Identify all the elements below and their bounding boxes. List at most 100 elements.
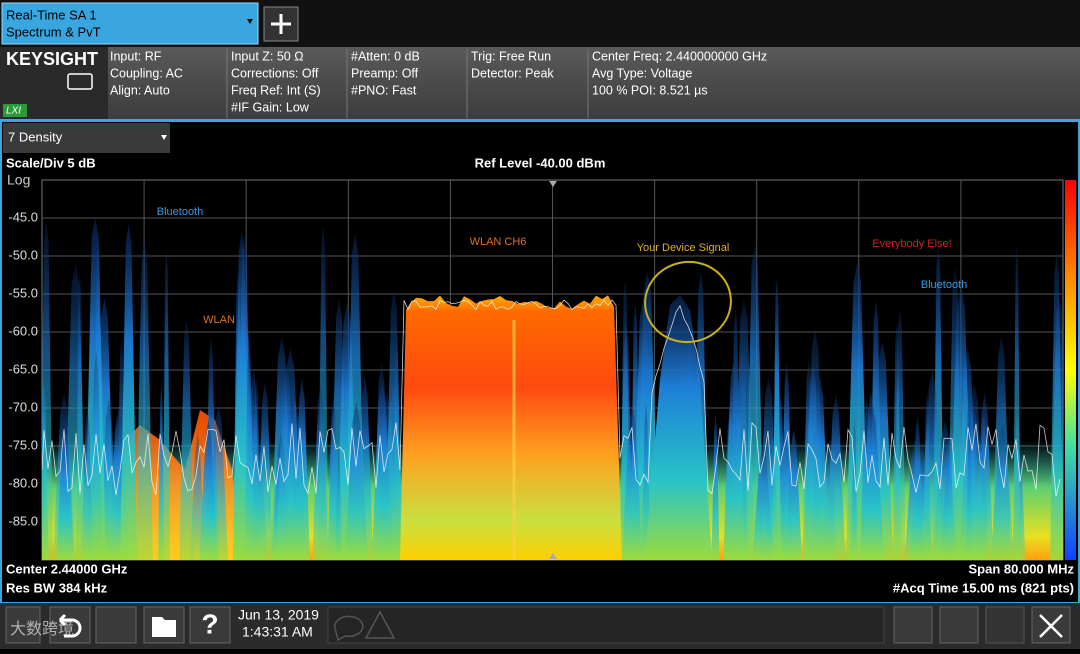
- signal-spike: [851, 416, 858, 560]
- setting: Input: RF: [110, 49, 162, 63]
- tab[interactable]: [1, 2, 259, 45]
- signal-spike: [56, 422, 74, 560]
- setting: #PNO: Fast: [351, 83, 417, 97]
- signal-spike: [826, 394, 846, 560]
- lxi-text: LXI: [6, 106, 21, 117]
- redo-button[interactable]: [95, 606, 137, 644]
- setting: Corrections: Off: [231, 66, 319, 80]
- device-signal: [645, 295, 712, 560]
- annotation: Everybody Else!: [872, 238, 951, 250]
- message-icons: [334, 610, 396, 642]
- trace: [42, 299, 1061, 497]
- signal-spike: [244, 343, 254, 560]
- scale-type: Log: [7, 172, 30, 188]
- setting: Freq Ref: Int (S): [231, 83, 321, 97]
- y-tick-label: -85.0: [8, 513, 38, 528]
- y-tick-label: -80.0: [8, 475, 38, 490]
- tab-subtitle: Spectrum & PvT: [6, 24, 101, 39]
- signal-spike: [711, 412, 720, 560]
- signal-spike: [199, 419, 218, 560]
- res-bw: Res BW 384 kHz: [6, 580, 108, 595]
- setting: Input Z: 50 Ω: [231, 49, 304, 63]
- help-icon: ?: [201, 608, 218, 639]
- annotation: Bluetooth: [921, 279, 967, 291]
- settings: Input: RF Coupling: AC Align: Auto Input Z:…: [110, 49, 767, 118]
- annotation: WLAN CH6: [470, 236, 527, 248]
- view-dropdown[interactable]: [3, 123, 170, 153]
- wlan-ch6: [400, 295, 622, 560]
- color-bar: [1065, 180, 1076, 560]
- setting: #IF Gain: Low: [231, 100, 310, 114]
- message-area: [327, 606, 885, 644]
- highlight-circle: [644, 260, 732, 344]
- info-bar: [0, 47, 1080, 120]
- signal-spike: [622, 403, 643, 560]
- view-label: 7 Density: [8, 129, 63, 144]
- spectrum: [42, 217, 1063, 560]
- signal-spike: [392, 335, 401, 560]
- signal-spike: [371, 382, 394, 560]
- annotation: Your Device Signal: [637, 242, 730, 254]
- setting: Align: Auto: [110, 83, 170, 97]
- signal-spike: [233, 231, 250, 560]
- signal-spike: [276, 363, 297, 560]
- signal-spike: [135, 241, 153, 560]
- annotations: Bluetooth WLAN CH6 Your Device Signal Every…: [157, 206, 967, 326]
- signal-spike: [344, 402, 368, 560]
- tab-arrow: [247, 19, 253, 24]
- signal-spike: [810, 376, 830, 560]
- signal-spike: [990, 423, 1015, 560]
- signal-spike: [335, 444, 343, 560]
- signal-spike: [752, 441, 774, 560]
- signal-spike: [723, 356, 746, 560]
- touch-button[interactable]: [939, 606, 979, 644]
- signal-spike: [256, 381, 274, 560]
- windows-button[interactable]: [5, 606, 41, 644]
- signal-spike: [785, 427, 802, 560]
- setting: Avg Type: Voltage: [592, 66, 692, 80]
- signal-spike: [312, 384, 329, 560]
- display-icon[interactable]: [67, 73, 93, 90]
- setting: Preamp: Off: [351, 66, 419, 80]
- layout-button[interactable]: [893, 606, 933, 644]
- signal-spike: [158, 380, 165, 560]
- brand: KEYSIGHT: [6, 49, 98, 69]
- signal-spike: [862, 391, 880, 560]
- center-freq: Center 2.44000 GHz: [6, 561, 128, 576]
- multi-window-button[interactable]: [985, 606, 1025, 644]
- signal-spike: [894, 307, 906, 560]
- dropdown-arrow: [161, 135, 167, 140]
- signal-spike: [959, 390, 983, 560]
- help-button[interactable]: [189, 606, 231, 644]
- signal-spike: [76, 271, 84, 560]
- watermark: 大数跨境: [10, 619, 74, 638]
- setting: 100 % POI: 8.521 µs: [592, 83, 708, 97]
- signal-spike: [1013, 245, 1021, 560]
- signal-spike: [802, 360, 816, 560]
- y-tick-label: -70.0: [8, 399, 38, 414]
- plus-icon: [271, 14, 291, 34]
- setting: #Atten: 0 dB: [351, 49, 420, 63]
- setting: Detector: Peak: [471, 66, 554, 80]
- setting: Trig: Free Run: [471, 49, 551, 63]
- signal-spike: [162, 249, 171, 560]
- signal-spike: [1049, 252, 1063, 560]
- scale-div: Scale/Div 5 dB: [6, 155, 96, 170]
- y-tick-label: -50.0: [8, 247, 38, 262]
- time: 1:43:31 AM: [242, 624, 313, 640]
- y-tick-label: -60.0: [8, 323, 38, 338]
- annotation: Bluetooth: [157, 206, 203, 218]
- annotation: WLAN: [203, 314, 235, 326]
- span: Span 80.000 MHz: [969, 561, 1075, 576]
- tab-title: Real-Time SA 1: [6, 7, 97, 22]
- ref-level: Ref Level -40.00 dBm: [475, 155, 606, 170]
- y-tick-label: -65.0: [8, 361, 38, 376]
- signal-spike: [179, 319, 194, 560]
- date: Jun 13, 2019: [238, 607, 319, 623]
- y-tick-label: -45.0: [8, 209, 38, 224]
- folder-icon: [152, 617, 176, 637]
- setting: Center Freq: 2.440000000 GHz: [592, 49, 767, 63]
- signal-spike: [42, 221, 53, 560]
